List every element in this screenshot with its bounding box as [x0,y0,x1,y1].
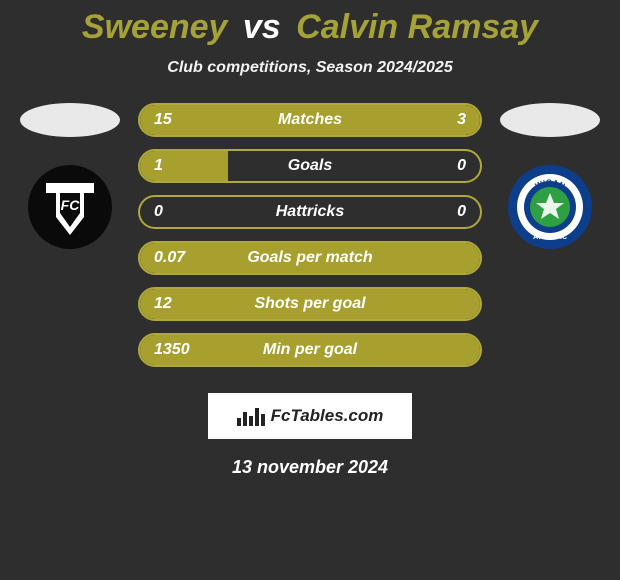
stat-row: Goals per match0.07 [138,241,482,275]
stat-value-left: 15 [154,105,172,135]
left-side: FC [20,103,120,249]
stat-label: Hattricks [140,197,480,227]
stat-label: Shots per goal [140,289,480,319]
stat-row: Shots per goal12 [138,287,482,321]
stat-value-right: 0 [457,197,466,227]
page-title: Sweeney vs Calvin Ramsay [0,8,620,47]
svg-text:ATHLETIC: ATHLETIC [533,234,567,241]
club-right-icon: WIGAN ATHLETIC [508,165,592,249]
chart-bars-icon [237,406,265,426]
player-1-name: Sweeney [82,8,228,46]
stat-label: Matches [140,105,480,135]
player-2-avatar-placeholder [500,103,600,137]
stat-label: Goals per match [140,243,480,273]
stat-value-left: 1350 [154,335,190,365]
club-left-icon: FC [28,165,112,249]
stat-value-left: 12 [154,289,172,319]
stat-value-left: 0.07 [154,243,185,273]
svg-text:FC: FC [61,197,81,213]
date-text: 13 november 2024 [0,457,620,478]
player-1-avatar-placeholder [20,103,120,137]
club-badge-right: WIGAN ATHLETIC [508,165,592,249]
club-badge-left: FC [28,165,112,249]
stat-row: Goals1 0 [138,149,482,183]
stat-value-left: 0 [154,197,163,227]
right-side: WIGAN ATHLETIC [500,103,600,249]
stat-label: Min per goal [140,335,480,365]
subtitle: Club competitions, Season 2024/2025 [0,59,620,77]
player-2-name: Calvin Ramsay [296,8,538,46]
main-layout: FC Matches153Goals10Hattricks00Goals per… [0,103,620,379]
branding-box: FcTables.com [208,393,412,439]
stat-value-right: 3 [457,105,466,135]
branding-text: FcTables.com [271,406,384,426]
comparison-card: Sweeney vs Calvin Ramsay Club competitio… [0,0,620,478]
stat-row: Hattricks0 0 [138,195,482,229]
stat-value-left: 1 [154,151,163,181]
stat-row: Min per goal1350 [138,333,482,367]
stat-row: Matches15 3 [138,103,482,137]
stat-bars: Matches153Goals10Hattricks00Goals per ma… [138,103,482,379]
vs-text: vs [243,8,281,46]
stat-value-right: 0 [457,151,466,181]
stat-label: Goals [140,151,480,181]
